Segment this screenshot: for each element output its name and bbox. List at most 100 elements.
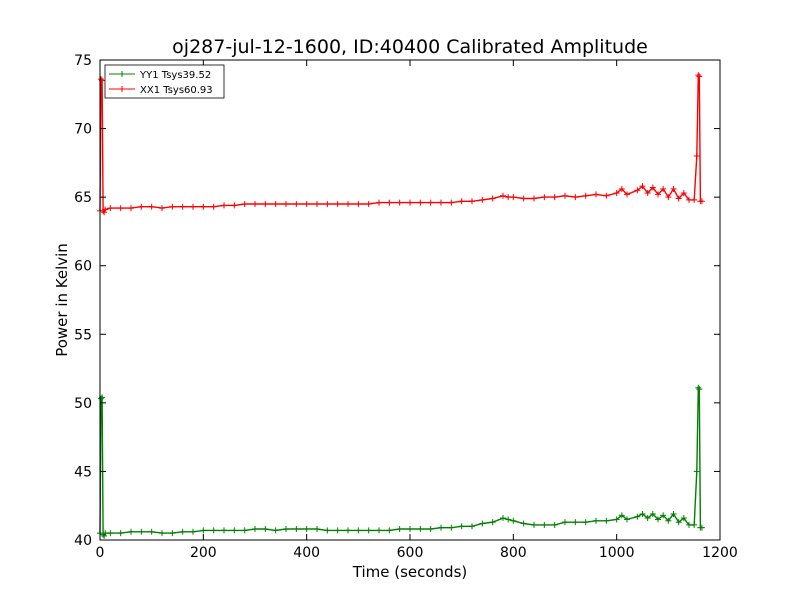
data-point (572, 519, 579, 526)
data-point (407, 199, 413, 206)
data-point (314, 526, 320, 533)
data-point (102, 530, 109, 537)
data-point (231, 527, 238, 534)
data-point (138, 528, 145, 535)
data-point (593, 517, 599, 524)
data-point (551, 194, 558, 201)
data-point (698, 198, 705, 205)
x-tick-label: 800 (500, 545, 527, 561)
data-point (541, 194, 548, 201)
y-tick-label: 70 (74, 122, 92, 138)
data-point (572, 194, 579, 201)
data-point (427, 526, 434, 533)
y-tick-label: 40 (74, 533, 92, 549)
data-point (639, 510, 646, 517)
data-point (696, 73, 703, 80)
data-point (489, 519, 496, 526)
data-point (365, 527, 372, 534)
data-point (107, 205, 114, 212)
y-tick-label: 55 (74, 327, 92, 343)
series-line-1 (99, 72, 702, 214)
data-point (693, 153, 700, 159)
data-point (438, 524, 444, 531)
data-point (469, 523, 475, 530)
data-point (221, 202, 227, 209)
data-point (262, 526, 269, 533)
data-point (210, 203, 217, 210)
data-point (675, 519, 682, 526)
data-point (200, 527, 207, 534)
data-point (376, 199, 382, 206)
data-point (334, 527, 341, 534)
data-point (624, 191, 630, 198)
data-point (634, 513, 641, 520)
data-point (324, 201, 331, 207)
data-point (505, 516, 512, 523)
data-point (479, 196, 486, 203)
series-1 (97, 72, 705, 216)
data-point (407, 526, 413, 533)
data-point (101, 532, 108, 539)
chart-title: oj287-jul-12-1600, ID:40400 Calibrated A… (172, 36, 648, 58)
data-point (376, 527, 382, 534)
data-point (303, 201, 310, 207)
y-tick-label: 45 (74, 464, 92, 480)
data-point (159, 530, 165, 537)
data-point (644, 190, 651, 197)
data-point (644, 515, 651, 522)
plot-layer (97, 72, 705, 539)
data-point (500, 515, 506, 522)
x-tick-label: 200 (190, 545, 217, 561)
data-point (334, 201, 341, 207)
data-point (603, 192, 610, 199)
data-point (510, 194, 517, 201)
data-point (448, 524, 455, 531)
data-point (210, 527, 217, 534)
data-point (355, 201, 362, 207)
data-point (314, 201, 320, 207)
data-point (655, 191, 661, 198)
data-point (695, 72, 702, 79)
data-point (179, 528, 186, 535)
data-point (179, 203, 186, 210)
data-point (293, 201, 300, 207)
legend-label-yy1: YY1 Tsys39.52 (139, 70, 211, 81)
data-point (138, 203, 145, 210)
data-point (241, 201, 248, 207)
data-point (675, 195, 682, 202)
series-0 (97, 384, 705, 539)
data-point (691, 196, 698, 203)
data-point (618, 512, 625, 519)
data-point (98, 395, 105, 402)
data-point (365, 201, 372, 207)
x-tick-label: 1000 (599, 545, 635, 561)
data-point (345, 201, 351, 207)
data-point (520, 520, 527, 527)
data-point (670, 510, 677, 517)
data-point (531, 195, 537, 202)
data-point (698, 524, 705, 531)
data-point (262, 201, 269, 207)
data-point (695, 384, 702, 391)
data-point (479, 520, 486, 527)
data-point (613, 516, 620, 523)
data-point (505, 194, 512, 201)
data-point (128, 205, 134, 212)
data-point (283, 526, 289, 533)
data-point (427, 199, 434, 206)
data-point (438, 199, 444, 206)
legend-marker (119, 86, 125, 92)
data-point (649, 510, 656, 517)
y-tick-label: 60 (74, 259, 92, 275)
y-tick-label: 75 (74, 53, 92, 69)
data-point (386, 527, 393, 534)
data-point (624, 516, 630, 523)
data-point (660, 185, 667, 192)
data-point (148, 203, 155, 210)
data-point (417, 526, 424, 533)
y-tick-label: 65 (74, 190, 92, 206)
data-point (665, 517, 672, 524)
data-point (686, 196, 692, 203)
y-tick-label: 50 (74, 396, 92, 412)
